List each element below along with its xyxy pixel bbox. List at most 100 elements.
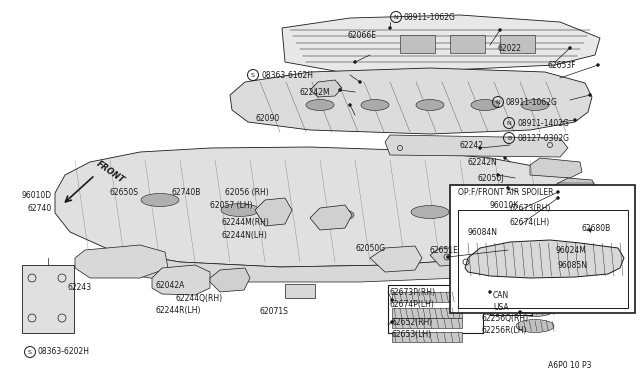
Text: 96010K: 96010K: [490, 201, 519, 209]
Polygon shape: [385, 135, 568, 157]
Text: 62680B: 62680B: [582, 224, 611, 232]
Text: FRONT: FRONT: [95, 159, 127, 185]
Text: 62674P(LH): 62674P(LH): [390, 301, 435, 310]
Text: 62244Q(RH): 62244Q(RH): [175, 294, 222, 302]
Bar: [392, 292, 462, 302]
Text: 62071S: 62071S: [260, 307, 289, 315]
Ellipse shape: [471, 99, 499, 110]
Circle shape: [499, 29, 502, 32]
Circle shape: [557, 196, 559, 199]
Text: 62651E: 62651E: [430, 246, 459, 254]
Polygon shape: [555, 178, 598, 206]
Text: 08911-1402G: 08911-1402G: [517, 119, 569, 128]
Polygon shape: [152, 265, 210, 295]
Text: CAN: CAN: [493, 291, 509, 299]
Bar: [285, 284, 315, 298]
Circle shape: [497, 173, 499, 176]
Bar: [22, 265, 74, 333]
Circle shape: [518, 311, 522, 314]
Text: 62650S: 62650S: [110, 187, 139, 196]
Text: 08363-6162H: 08363-6162H: [261, 71, 313, 80]
Text: N: N: [495, 99, 500, 105]
Bar: [392, 318, 462, 328]
Circle shape: [596, 64, 600, 67]
Ellipse shape: [316, 208, 354, 221]
Bar: [400, 35, 435, 53]
Text: 62242M: 62242M: [300, 87, 331, 96]
Circle shape: [339, 89, 342, 92]
Ellipse shape: [221, 203, 259, 217]
Text: 96010D: 96010D: [22, 190, 52, 199]
Circle shape: [353, 61, 356, 64]
Ellipse shape: [361, 99, 389, 110]
Circle shape: [358, 80, 362, 83]
Bar: [392, 332, 462, 342]
Text: 62740: 62740: [28, 203, 52, 212]
Polygon shape: [75, 245, 168, 278]
Text: 62652(RH): 62652(RH): [392, 317, 433, 327]
Text: 62244M(RH): 62244M(RH): [222, 218, 270, 227]
Text: 62653F: 62653F: [548, 61, 577, 70]
Circle shape: [388, 26, 392, 29]
Text: 96085N: 96085N: [558, 260, 588, 269]
Text: N: N: [507, 121, 511, 125]
Text: 62050J: 62050J: [478, 173, 504, 183]
Bar: [490, 285, 532, 315]
Text: A6P0 10 P3: A6P0 10 P3: [548, 360, 591, 369]
Ellipse shape: [306, 99, 334, 110]
Polygon shape: [370, 246, 422, 272]
Text: 62090: 62090: [255, 113, 279, 122]
Text: 96084N: 96084N: [468, 228, 498, 237]
Bar: [575, 222, 603, 262]
Circle shape: [447, 256, 449, 259]
Text: 62256Q(RH): 62256Q(RH): [482, 314, 529, 323]
Ellipse shape: [491, 193, 529, 206]
Circle shape: [557, 190, 559, 193]
Circle shape: [349, 103, 351, 106]
Ellipse shape: [416, 99, 444, 110]
Polygon shape: [90, 245, 560, 282]
Bar: [450, 35, 485, 53]
Text: 08127-0302G: 08127-0302G: [517, 134, 569, 142]
Text: 62022: 62022: [498, 44, 522, 52]
Text: 08911-1062G: 08911-1062G: [506, 97, 558, 106]
Polygon shape: [530, 158, 582, 178]
Ellipse shape: [516, 304, 554, 317]
Text: S: S: [28, 350, 32, 355]
Circle shape: [390, 321, 394, 324]
Text: 62673(RH): 62673(RH): [510, 203, 552, 212]
Circle shape: [506, 186, 509, 189]
Text: 62056 (RH): 62056 (RH): [225, 187, 269, 196]
Text: 62242N: 62242N: [468, 157, 498, 167]
Text: 62244R(LH): 62244R(LH): [155, 307, 200, 315]
Text: N: N: [394, 15, 398, 19]
Text: 62674(LH): 62674(LH): [510, 218, 550, 227]
Text: 62243: 62243: [68, 283, 92, 292]
Circle shape: [573, 119, 577, 122]
Text: 96024M: 96024M: [555, 246, 586, 254]
Polygon shape: [310, 80, 342, 97]
Ellipse shape: [141, 193, 179, 206]
Text: 62244N(LH): 62244N(LH): [222, 231, 268, 240]
Circle shape: [488, 291, 492, 294]
Text: USA: USA: [493, 304, 509, 312]
Polygon shape: [282, 15, 600, 72]
Polygon shape: [230, 68, 592, 134]
Bar: [500, 35, 535, 53]
Bar: [458, 210, 628, 308]
Bar: [388, 285, 483, 333]
Circle shape: [504, 157, 506, 160]
Text: B: B: [507, 135, 511, 141]
Text: OP:F/FRONT AIR SPOILER: OP:F/FRONT AIR SPOILER: [458, 187, 554, 196]
Ellipse shape: [516, 320, 554, 333]
Ellipse shape: [411, 205, 449, 218]
Circle shape: [589, 93, 591, 96]
Text: 62653(LH): 62653(LH): [392, 330, 432, 340]
Text: 62242: 62242: [460, 141, 484, 150]
Text: 08363-6202H: 08363-6202H: [38, 347, 90, 356]
Polygon shape: [310, 205, 352, 230]
Text: 62740B: 62740B: [172, 187, 202, 196]
Polygon shape: [210, 268, 250, 292]
Text: 62256R(LH): 62256R(LH): [482, 327, 527, 336]
Ellipse shape: [521, 99, 549, 110]
